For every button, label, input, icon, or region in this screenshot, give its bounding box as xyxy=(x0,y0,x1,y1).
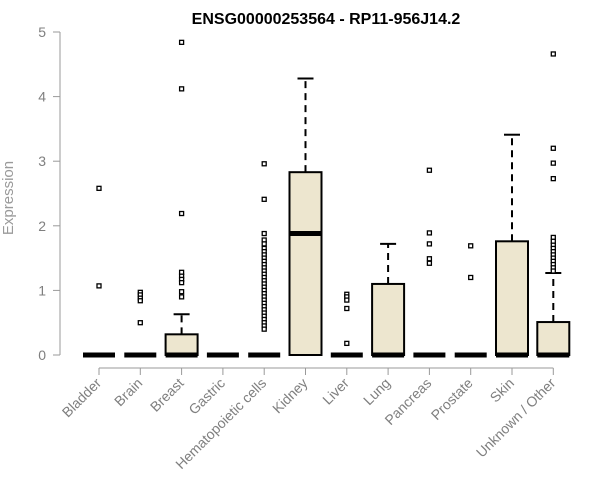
box-unknown-other xyxy=(536,51,571,358)
outlier-point xyxy=(261,241,267,247)
outlier-point xyxy=(468,243,474,249)
y-tick-label: 3 xyxy=(38,153,46,169)
outlier-point xyxy=(178,289,185,295)
iqr-box xyxy=(288,171,323,356)
iqr-box xyxy=(164,333,199,357)
y-tick-label: 0 xyxy=(38,347,46,363)
x-tick-label: Skin xyxy=(487,375,518,406)
outlier-point xyxy=(178,39,185,45)
y-axis: 0 1 2 3 4 5 xyxy=(38,24,61,363)
outlier-point xyxy=(344,305,350,312)
outlier-point xyxy=(550,268,556,274)
y-tick-label: 1 xyxy=(38,282,46,298)
outlier-point xyxy=(426,241,433,247)
outlier-point xyxy=(261,230,267,237)
outlier-point xyxy=(550,145,556,151)
box-pancreas xyxy=(413,167,446,358)
box-kidney xyxy=(288,77,323,356)
outlier-point xyxy=(468,274,474,281)
box-breast xyxy=(164,39,199,358)
box-bladder xyxy=(83,185,115,358)
y-tick-label: 4 xyxy=(38,89,46,105)
y-tick-label: 5 xyxy=(38,24,46,40)
outlier-point xyxy=(261,326,267,332)
x-tick-label: Brain xyxy=(111,375,145,409)
outlier-point xyxy=(426,260,433,266)
chart-title: ENSG00000253564 - RP11-956J14.2 xyxy=(192,11,461,28)
outlier-point xyxy=(178,210,185,217)
outlier-point xyxy=(426,167,433,173)
outlier-point xyxy=(426,230,433,236)
x-tick-label: Kidney xyxy=(269,375,311,417)
outlier-point xyxy=(550,51,556,57)
iqr-box xyxy=(536,321,571,356)
y-tick-label: 2 xyxy=(38,218,46,234)
outlier-point xyxy=(261,161,267,167)
outlier-point xyxy=(344,340,350,347)
outlier-point xyxy=(137,298,143,304)
outlier-point xyxy=(96,283,102,289)
box-hematopoietic-cells xyxy=(248,161,281,358)
outlier-point xyxy=(178,279,185,286)
box-brain xyxy=(124,289,157,358)
outlier-point xyxy=(96,185,102,191)
iqr-box xyxy=(371,282,406,356)
outlier-point xyxy=(426,256,433,262)
outlier-point xyxy=(261,196,267,202)
outlier-point xyxy=(178,294,185,300)
box-liver xyxy=(330,291,363,358)
y-axis-label: Expression xyxy=(0,161,17,235)
outlier-point xyxy=(178,86,185,92)
x-tick-label: Breast xyxy=(147,375,187,415)
iqr-box xyxy=(495,240,529,356)
box-skin xyxy=(495,133,529,358)
x-tick-label: Lung xyxy=(360,375,393,408)
box-prostate xyxy=(454,243,487,358)
outlier-point xyxy=(550,160,556,166)
outlier-point xyxy=(550,175,556,182)
boxes-layer xyxy=(83,39,571,358)
box-lung xyxy=(371,242,406,358)
x-tick-label: Prostate xyxy=(428,375,476,423)
x-tick-label: Liver xyxy=(319,375,352,408)
x-tick-label: Bladder xyxy=(59,375,105,421)
outlier-point xyxy=(137,320,143,326)
outlier-point xyxy=(344,297,350,303)
